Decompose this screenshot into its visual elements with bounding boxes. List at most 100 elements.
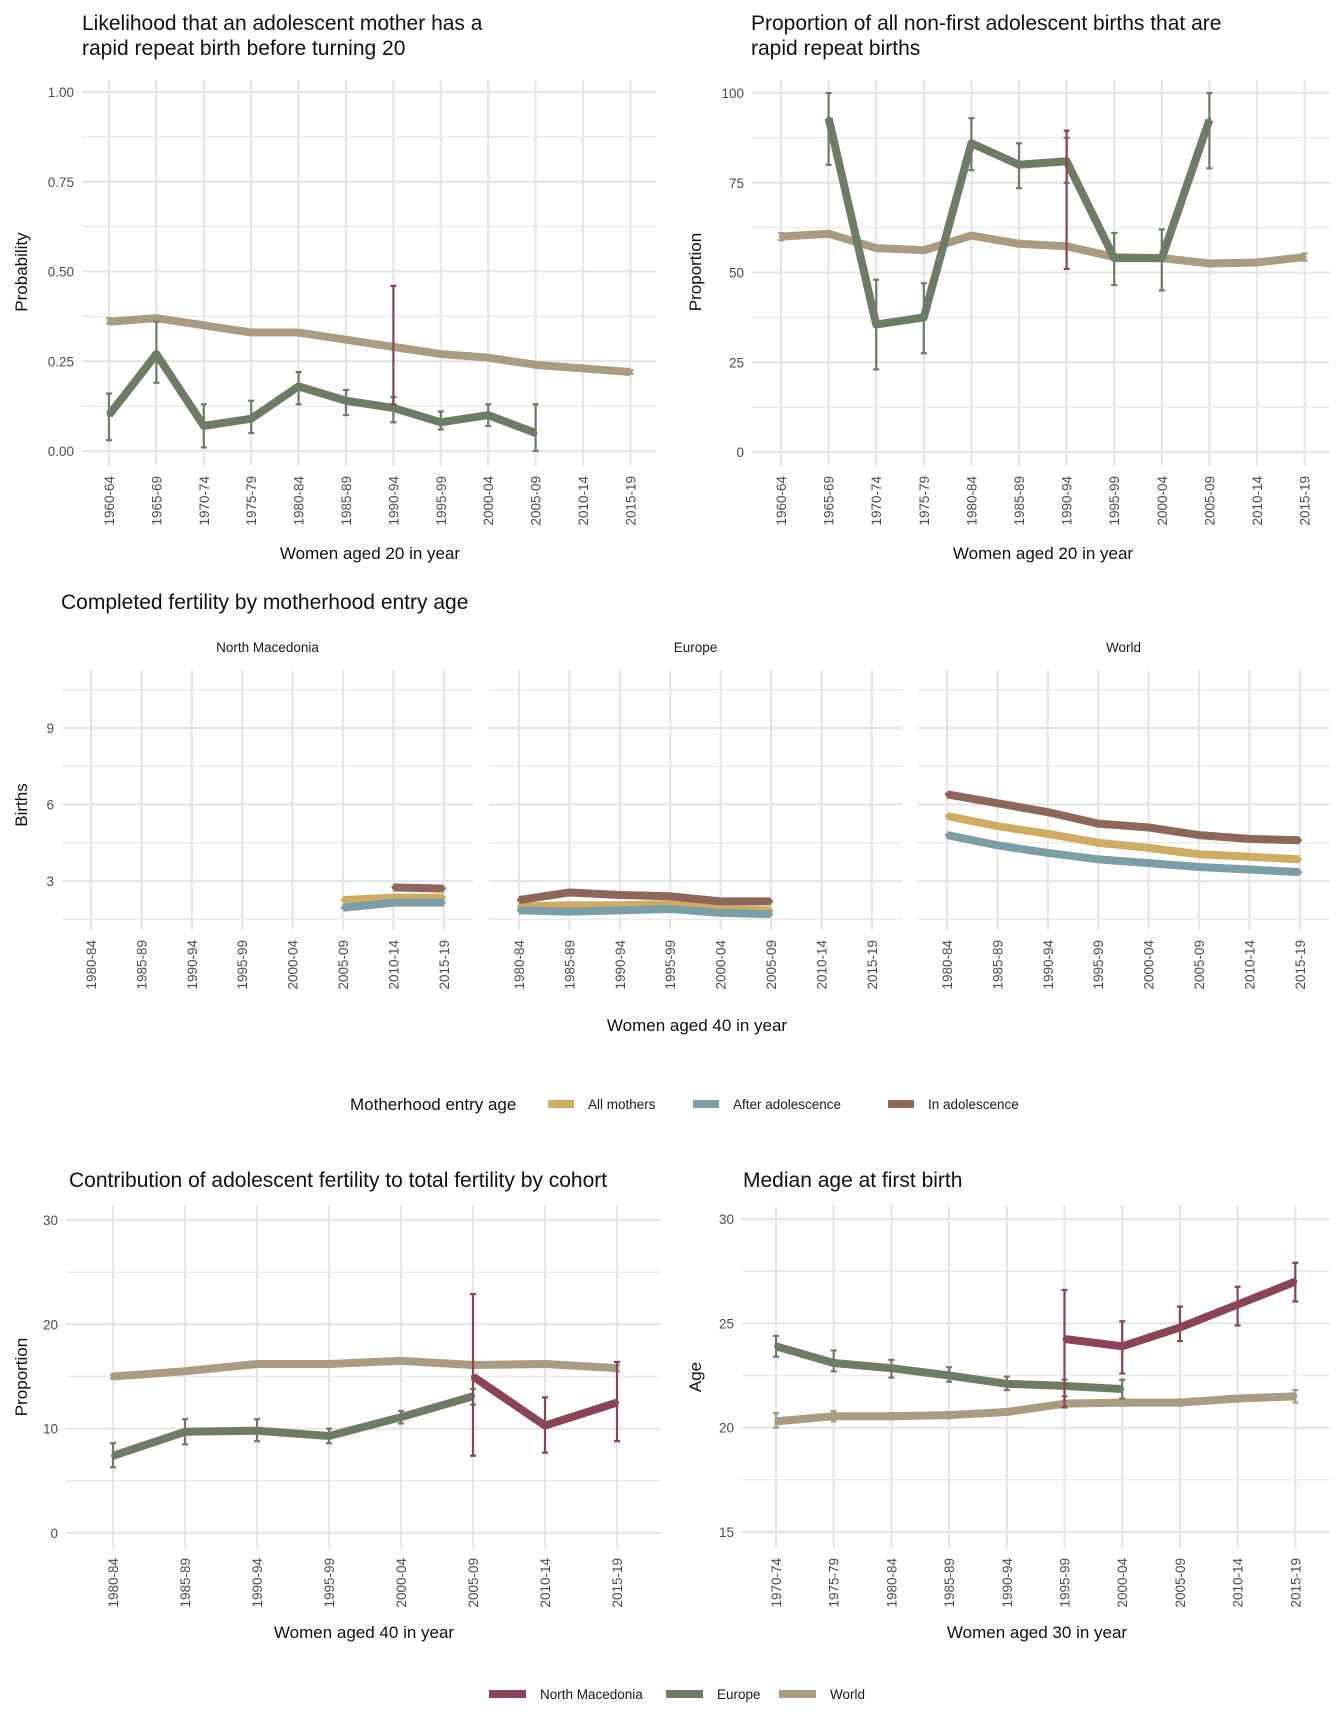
- y-tick-labels: 0.00 0.25 0.50 0.75 1.00: [48, 85, 74, 459]
- data-point: [874, 246, 879, 251]
- x-tick-label: 1995-99: [322, 1558, 337, 1608]
- legend-label: North Macedonia: [540, 1687, 643, 1702]
- data-point: [947, 1413, 952, 1418]
- chart-adolescent-contribution: Contribution of adolescent fertility to …: [12, 1169, 660, 1642]
- x-tick-label: 1960-64: [774, 476, 789, 526]
- facet-strip-label: World: [1106, 640, 1141, 655]
- data-point: [1197, 833, 1201, 838]
- y-tick-label: 20: [719, 1421, 734, 1436]
- x-tick-label: 1995-99: [663, 940, 678, 990]
- y-tick-label: 3: [46, 874, 54, 889]
- x-tick-labels: 1980-84 1985-89 1990-94 1995-99 2000-04 2005-…: [106, 1558, 625, 1608]
- data-point: [1197, 852, 1201, 857]
- data-point: [831, 1360, 836, 1365]
- x-tick-label: 1980-84: [292, 476, 307, 526]
- x-tick-label: 2015-19: [1293, 940, 1308, 990]
- data-point: [441, 900, 446, 905]
- data-point: [995, 824, 1000, 829]
- legend-label: After adolescence: [733, 1097, 841, 1112]
- series-after-adolescence: [341, 898, 446, 912]
- data-point: [779, 234, 783, 239]
- data-point: [255, 1428, 259, 1433]
- y-axis-title: Births: [12, 783, 31, 826]
- legend-label: World: [830, 1687, 865, 1702]
- error-bar: [1206, 91, 1213, 170]
- data-point: [1159, 256, 1164, 261]
- data-point: [1177, 1325, 1182, 1330]
- data-point: [441, 886, 446, 891]
- data-point: [617, 893, 622, 898]
- data-point: [1112, 256, 1117, 261]
- data-point: [391, 405, 396, 410]
- series-europe: [105, 320, 539, 453]
- x-tick-label: 1970-74: [869, 476, 884, 526]
- chart-title: Median age at first birth: [743, 1169, 962, 1192]
- legend-item-north-macedonia: North Macedonia: [489, 1687, 643, 1702]
- series-world: [773, 1389, 1299, 1429]
- data-point: [1247, 867, 1252, 872]
- x-tick-label: 1985-89: [942, 1558, 957, 1608]
- data-point: [1017, 241, 1021, 246]
- data-point: [1255, 260, 1259, 265]
- legend-motherhood-entry-age: Motherhood entry age All mothers After ad…: [350, 1095, 1019, 1114]
- x-tick-label: 2000-04: [286, 940, 301, 990]
- data-point: [889, 1366, 894, 1371]
- x-tick-label: 2005-09: [336, 940, 351, 990]
- data-point: [1045, 810, 1050, 815]
- data-point: [1207, 261, 1212, 266]
- x-tick-label: 2005-09: [1173, 1558, 1188, 1608]
- series-line: [393, 883, 444, 893]
- x-tick-label: 1975-79: [917, 476, 932, 526]
- data-point: [617, 903, 622, 908]
- data-point: [1146, 845, 1151, 850]
- data-point: [107, 413, 111, 418]
- x-tick-label: 1985-89: [178, 1558, 193, 1608]
- data-point: [1302, 255, 1307, 260]
- data-point: [831, 1414, 836, 1419]
- data-point: [391, 900, 396, 905]
- x-tick-label: 1980-84: [106, 1558, 121, 1608]
- data-point: [344, 337, 348, 342]
- y-tick-label: 9: [46, 721, 54, 736]
- x-tick-label: 2010-14: [1242, 940, 1257, 990]
- data-point: [1297, 838, 1302, 843]
- x-axis-title: Women aged 40 in year: [274, 1623, 455, 1642]
- series-all-mothers: [341, 893, 446, 905]
- y-tick-label: 0.50: [48, 265, 74, 280]
- y-tick-labels: 3 6 9: [46, 721, 54, 889]
- x-tick-label: 2015-19: [437, 940, 452, 990]
- data-point: [1120, 1387, 1125, 1392]
- x-tick-label: 2010-14: [814, 940, 829, 990]
- y-tick-label: 30: [43, 1213, 58, 1228]
- data-point: [567, 909, 572, 914]
- x-tick-label: 1985-89: [134, 940, 149, 990]
- series-all-mothers: [945, 812, 1302, 864]
- data-point: [201, 423, 206, 428]
- data-point: [183, 1369, 187, 1374]
- series-europe: [110, 1387, 476, 1469]
- legend-item-after-adolescence: After adolescence: [693, 1097, 841, 1112]
- x-tick-label: 1985-89: [339, 476, 354, 526]
- data-point: [341, 905, 345, 910]
- data-point: [486, 355, 491, 360]
- data-point: [249, 330, 254, 335]
- facet-strip-label: North Macedonia: [216, 640, 319, 655]
- data-point: [668, 907, 673, 912]
- data-point: [1235, 1396, 1240, 1401]
- x-axis-title: Women aged 20 in year: [953, 544, 1134, 563]
- y-tick-label: 50: [729, 266, 744, 281]
- x-tick-label: 2015-19: [865, 940, 880, 990]
- data-point: [1146, 825, 1151, 830]
- data-point: [628, 370, 633, 375]
- data-point: [1096, 857, 1101, 862]
- data-point: [107, 319, 111, 324]
- x-tick-label: 1995-99: [235, 940, 250, 990]
- data-point: [1146, 861, 1151, 866]
- facet-world: World 1980-84 1985-89 1990-94 1995-99 2000-04…: [917, 640, 1330, 990]
- facet-europe: Europe 1980-84 1985-89 1990-94 1995-99 2000-0…: [489, 640, 902, 990]
- x-tick-label: 2005-09: [764, 940, 779, 990]
- data-point: [947, 1373, 952, 1378]
- data-point: [327, 1433, 331, 1438]
- x-tick-label: 1985-89: [562, 940, 577, 990]
- y-tick-label: 1.00: [48, 85, 74, 100]
